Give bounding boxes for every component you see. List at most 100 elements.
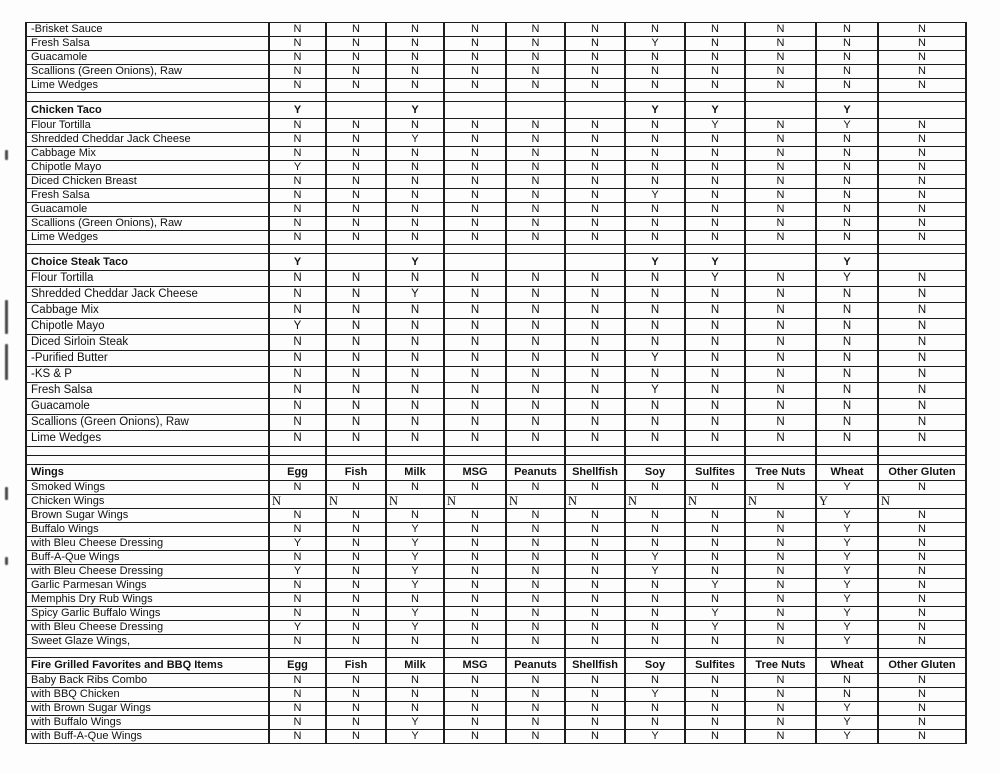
allergen-value-cell: N bbox=[624, 634, 686, 649]
allergen-value-cell: Y bbox=[624, 350, 686, 367]
section-title-cell: Fire Grilled Favorites and BBQ Items bbox=[25, 657, 270, 674]
allergen-value-cell: N bbox=[505, 50, 566, 65]
allergen-value-cell: N bbox=[268, 606, 327, 621]
allergen-value-cell: N bbox=[624, 366, 686, 383]
allergen-value-cell: N bbox=[505, 729, 566, 744]
item-name-cell: Chipotle Mayo bbox=[25, 318, 270, 335]
allergen-value-cell: N bbox=[505, 687, 566, 702]
allergen-value-cell: N bbox=[684, 634, 746, 649]
section-title-value-cell: Y bbox=[385, 253, 445, 271]
item-name-cell: Diced Chicken Breast bbox=[25, 174, 270, 189]
allergen-value-cell: N bbox=[564, 188, 626, 203]
allergen-value-cell: Y bbox=[815, 564, 879, 579]
allergen-value-cell: N bbox=[564, 550, 626, 565]
allergen-value-cell: N bbox=[815, 414, 879, 431]
allergen-value-cell: N bbox=[877, 132, 967, 147]
allergen-value-cell: N bbox=[684, 494, 746, 509]
allergen-value-cell: N bbox=[877, 550, 967, 565]
allergen-value-cell: N bbox=[624, 536, 686, 551]
spacer-row bbox=[25, 92, 967, 102]
section-title-value-cell: Y bbox=[684, 253, 746, 271]
allergen-value-cell: N bbox=[564, 146, 626, 161]
item-row: Baby Back Ribs Combo N N N N N N N N N N N bbox=[25, 673, 967, 688]
item-name-cell: Scallions (Green Onions), Raw bbox=[25, 414, 270, 431]
item-row: Lime Wedges N N N N N N N N N N N bbox=[25, 230, 967, 245]
allergen-value-cell: N bbox=[564, 78, 626, 93]
allergen-value-cell: N bbox=[877, 634, 967, 649]
allergen-value-cell: N bbox=[385, 350, 445, 367]
gap-cell bbox=[443, 648, 507, 658]
allergen-value-cell: N bbox=[877, 350, 967, 367]
allergen-value-cell: Y bbox=[815, 522, 879, 537]
gap-cell bbox=[877, 244, 967, 254]
allergen-value-cell: N bbox=[564, 522, 626, 537]
allergen-value-cell: N bbox=[877, 620, 967, 635]
allergen-value-cell: N bbox=[815, 350, 879, 367]
allergen-value-cell: N bbox=[564, 350, 626, 367]
section-title-value-cell: Y bbox=[624, 101, 686, 119]
allergen-value-cell: N bbox=[268, 118, 327, 133]
gap-cell bbox=[443, 244, 507, 254]
allergen-value-cell: N bbox=[744, 522, 817, 537]
allergen-value-cell: N bbox=[564, 536, 626, 551]
allergen-value-cell: N bbox=[744, 350, 817, 367]
allergen-value-cell: N bbox=[505, 382, 566, 399]
allergen-value-cell: N bbox=[385, 146, 445, 161]
allergen-value-cell: N bbox=[505, 430, 566, 447]
allergen-value-cell: N bbox=[815, 318, 879, 335]
allergen-value-cell: N bbox=[325, 634, 387, 649]
allergen-value-cell: N bbox=[564, 64, 626, 79]
gap-cell bbox=[385, 455, 445, 465]
allergen-value-cell: N bbox=[385, 701, 445, 716]
allergen-value-cell: N bbox=[815, 22, 879, 37]
allergen-value-cell: N bbox=[744, 494, 817, 509]
allergen-value-cell: N bbox=[684, 687, 746, 702]
item-row: with Buffalo Wings N N Y N N N N N N Y N bbox=[25, 715, 967, 730]
allergen-value-cell: N bbox=[744, 564, 817, 579]
item-name-cell: Sweet Glaze Wings, bbox=[25, 634, 270, 649]
allergen-value-cell: N bbox=[744, 36, 817, 51]
allergen-value-cell: Y bbox=[385, 620, 445, 635]
allergen-value-cell: N bbox=[684, 188, 746, 203]
allergen-value-cell: N bbox=[505, 398, 566, 415]
allergen-value-cell: N bbox=[443, 398, 507, 415]
allergen-value-cell: N bbox=[564, 318, 626, 335]
allergen-value-cell: N bbox=[624, 118, 686, 133]
allergen-value-cell: N bbox=[505, 480, 566, 495]
allergen-value-cell: Y bbox=[684, 578, 746, 593]
gap-cell bbox=[268, 92, 327, 102]
allergen-header-cell: Egg bbox=[268, 464, 327, 481]
gap-cell bbox=[684, 455, 746, 465]
allergen-value-cell: N bbox=[877, 522, 967, 537]
gap-cell bbox=[268, 455, 327, 465]
allergen-value-cell: N bbox=[505, 578, 566, 593]
item-name-cell: Guacamole bbox=[25, 398, 270, 415]
allergen-value-cell: N bbox=[564, 606, 626, 621]
allergen-value-cell: N bbox=[744, 318, 817, 335]
allergen-value-cell: N bbox=[268, 398, 327, 415]
allergen-value-cell: N bbox=[564, 701, 626, 716]
allergen-value-cell: N bbox=[385, 230, 445, 245]
allergen-value-cell: Y bbox=[385, 522, 445, 537]
item-row: -Brisket Sauce N N N N N N N N N N N bbox=[25, 22, 967, 37]
allergen-value-cell: N bbox=[815, 146, 879, 161]
allergen-value-cell: N bbox=[564, 202, 626, 217]
allergen-value-cell: N bbox=[877, 146, 967, 161]
allergen-value-cell: N bbox=[325, 673, 387, 688]
item-name-cell: Memphis Dry Rub Wings bbox=[25, 592, 270, 607]
allergen-value-cell: N bbox=[684, 398, 746, 415]
allergen-value-cell: N bbox=[877, 286, 967, 303]
allergen-value-cell: N bbox=[325, 202, 387, 217]
allergen-value-cell: N bbox=[744, 592, 817, 607]
allergen-value-cell: N bbox=[443, 578, 507, 593]
item-row: Diced Sirloin Steak N N N N N N N N N N N bbox=[25, 334, 967, 351]
allergen-value-cell: N bbox=[877, 701, 967, 716]
allergen-value-cell: N bbox=[268, 634, 327, 649]
allergen-value-cell: N bbox=[385, 270, 445, 287]
allergen-value-cell: N bbox=[268, 430, 327, 447]
allergen-value-cell: N bbox=[268, 64, 327, 79]
allergen-header-cell: Milk bbox=[385, 464, 445, 481]
allergen-value-cell: Y bbox=[815, 715, 879, 730]
section-row-choice-steak-taco: Choice Steak Taco Y Y Y Y Y bbox=[25, 253, 967, 271]
